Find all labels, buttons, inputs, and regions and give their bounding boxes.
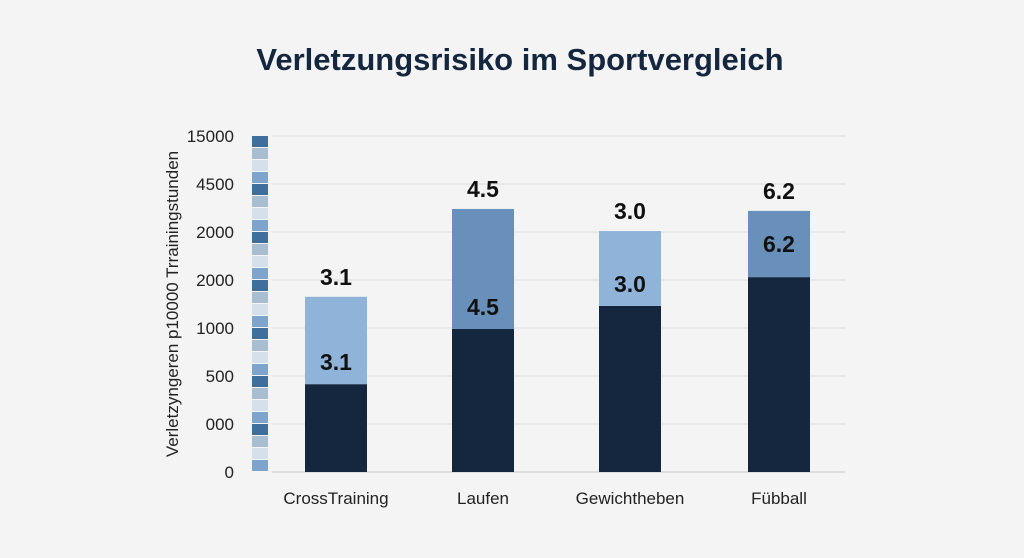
bar-inner-label: 6.2 (763, 231, 795, 257)
y-tick-label: 2000 (196, 271, 234, 290)
bar-top-label: 4.5 (467, 176, 499, 202)
strip-segment (252, 172, 268, 183)
y-tick-label: 000 (206, 415, 234, 434)
strip-segment (252, 292, 268, 303)
y-tick-label: 15000 (187, 127, 234, 146)
strip-segment (252, 436, 268, 447)
bar-segment-bottom (452, 328, 514, 472)
strip-segment (252, 256, 268, 267)
strip-segment (252, 412, 268, 423)
strip-segment (252, 220, 268, 231)
bar-segment-top (599, 231, 661, 306)
x-tick-label: Laufen (457, 489, 509, 508)
strip-segment (252, 352, 268, 363)
strip-segment (252, 448, 268, 459)
strip-segment (252, 328, 268, 339)
bar-segment-top (748, 210, 810, 278)
bar-top-label: 3.0 (614, 198, 646, 224)
strip-segment (252, 400, 268, 411)
bar-inner-label: 4.5 (467, 294, 499, 320)
strip-segment (252, 232, 268, 243)
strip-segment (252, 376, 268, 387)
x-tick-label: CrossTraining (283, 489, 388, 508)
strip-segment (252, 268, 268, 279)
strip-segment (252, 196, 268, 207)
y-tick-label: 2000 (196, 223, 234, 242)
x-tick-label: Gewichtheben (576, 489, 685, 508)
bar-inner-label: 3.1 (320, 349, 352, 375)
strip-segment (252, 148, 268, 159)
strip-segment (252, 364, 268, 375)
bar-segment-bottom (748, 277, 810, 472)
strip-segment (252, 340, 268, 351)
strip-segment (252, 160, 268, 171)
y-tick-label: 0 (225, 463, 234, 482)
bar-segment-top (305, 296, 367, 385)
strip-segment (252, 136, 268, 147)
strip-segment (252, 208, 268, 219)
y-axis-label: Verletzyngeren p10000 Trrainingstunden (163, 151, 182, 457)
y-tick-label: 500 (206, 367, 234, 386)
strip-segment (252, 304, 268, 315)
strip-segment (252, 244, 268, 255)
bar-segment-bottom (305, 384, 367, 472)
strip-segment (252, 460, 268, 471)
strip-segment (252, 184, 268, 195)
y-tick-label: 1000 (196, 319, 234, 338)
x-tick-label: Fübball (751, 489, 807, 508)
bar-segment-top (452, 208, 514, 329)
bar-top-label: 6.2 (763, 178, 795, 204)
bar-top-label: 3.1 (320, 264, 352, 290)
y-tick-label: 4500 (196, 175, 234, 194)
strip-segment (252, 280, 268, 291)
bar-inner-label: 3.0 (614, 271, 646, 297)
strip-segment (252, 316, 268, 327)
strip-segment (252, 424, 268, 435)
chart-title: Verletzungsrisiko im Sportvergleich (256, 42, 784, 77)
strip-segment (252, 388, 268, 399)
bar-segment-bottom (599, 305, 661, 472)
